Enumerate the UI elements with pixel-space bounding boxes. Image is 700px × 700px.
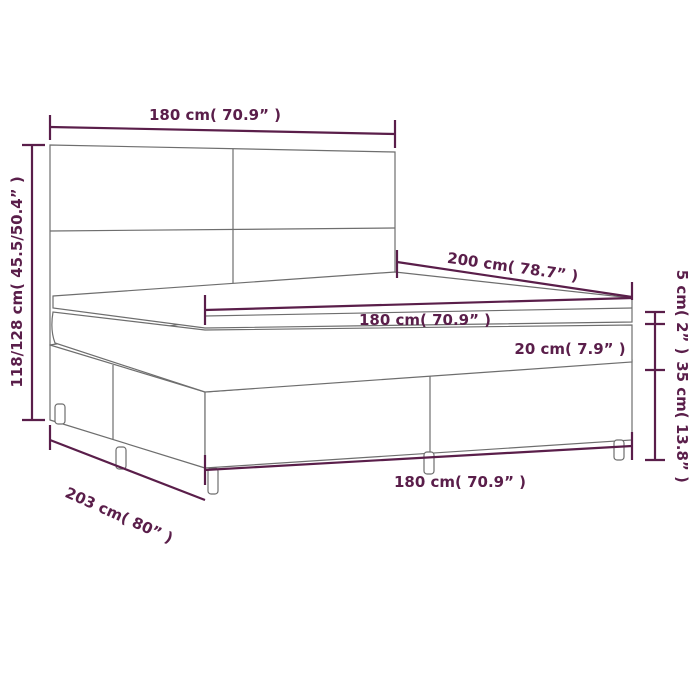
leg xyxy=(54,403,66,425)
label-mattress-height: 20 cm( 7.9” ) xyxy=(514,340,625,358)
label-mattress-width: 180 cm( 70.9” ) xyxy=(359,311,491,329)
label-total-height: 118/128 cm( 45.5/50.4” ) xyxy=(8,176,26,387)
mattress xyxy=(51,311,633,393)
dim-headboard-width xyxy=(49,125,396,136)
dim-mattress-width xyxy=(204,296,633,312)
topper-edge xyxy=(204,307,633,317)
topper xyxy=(52,271,633,329)
mattress-body xyxy=(51,311,633,393)
dim-length xyxy=(396,260,633,299)
leg xyxy=(423,451,435,475)
leg xyxy=(207,467,219,495)
label-topper-height: 5 cm( 2” ) xyxy=(673,270,691,355)
dimension-lines xyxy=(22,115,665,502)
label-base-width: 180 cm( 70.9” ) xyxy=(394,473,526,491)
dim-base-width xyxy=(204,444,633,472)
label-base-height: 35 cm( 13.8” ) xyxy=(673,361,691,483)
leg xyxy=(115,446,127,470)
box-spring-base xyxy=(49,344,633,495)
leg xyxy=(613,439,625,461)
topper-body xyxy=(52,271,633,329)
label-total-length: 203 cm( 80” ) xyxy=(62,484,175,548)
dim-total-length xyxy=(49,438,206,502)
label-headboard-width: 180 cm( 70.9” ) xyxy=(149,106,281,124)
headboard-horizontal-seam xyxy=(49,227,396,232)
